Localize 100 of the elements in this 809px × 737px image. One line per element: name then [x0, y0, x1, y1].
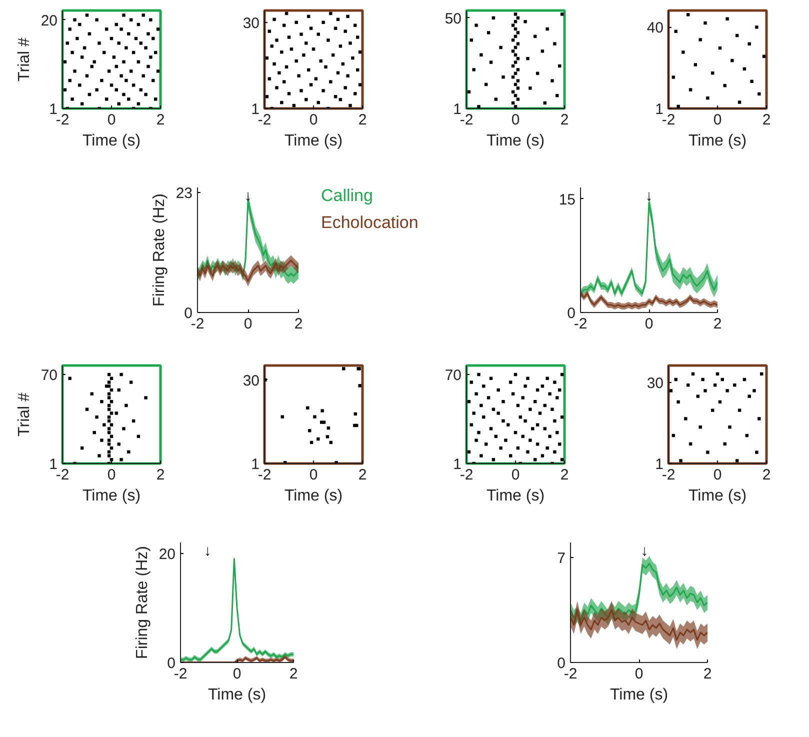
point [676, 400, 680, 404]
annotation: ↓ [640, 542, 648, 560]
x-tick-label: -2 [174, 666, 188, 682]
x-tick-label: -2 [662, 466, 676, 484]
point [107, 380, 111, 384]
point [477, 105, 480, 108]
x-tick-label: 2 [560, 112, 569, 128]
y-tick-label: 1 [655, 101, 664, 118]
point [550, 79, 554, 82]
point [694, 63, 698, 66]
point [122, 427, 126, 430]
point [107, 396, 111, 400]
point [524, 20, 527, 24]
x-tick-label: 0 [511, 112, 520, 128]
point [679, 459, 682, 462]
point [682, 50, 685, 54]
x-axis-title: Time (s) [486, 488, 545, 504]
line-series [198, 200, 298, 277]
x-tick-label: 0 [107, 466, 116, 484]
x-tick-label: 2 [713, 316, 722, 332]
y-tick-label: 23 [176, 185, 193, 202]
x-axis-title: Time (s) [284, 132, 343, 150]
point [102, 423, 106, 426]
point [704, 389, 707, 392]
x-tick-label: 0 [634, 666, 644, 682]
x-tick-label: 0 [107, 112, 116, 128]
line-series [570, 609, 708, 641]
annotation: ↓ [645, 188, 653, 204]
point [502, 75, 505, 79]
x-axis-title: Time (s) [208, 686, 266, 704]
point [110, 423, 114, 426]
y-axis-title: Trial # [16, 37, 33, 82]
point [326, 435, 330, 438]
point [489, 60, 493, 64]
point [730, 58, 734, 62]
y-tick-label: 30 [646, 374, 664, 392]
point [480, 53, 483, 56]
y-tick-label: 30 [242, 372, 260, 390]
point [706, 96, 710, 100]
y-tick-label: 1 [49, 101, 58, 118]
y-tick-label: 1 [251, 101, 260, 118]
x-tick-label: 2 [762, 112, 771, 128]
x-axis-title: Time (s) [284, 488, 343, 504]
point [516, 86, 520, 90]
y-tick-label: 0 [557, 655, 566, 672]
point [511, 50, 515, 53]
point [672, 76, 675, 79]
point [130, 380, 133, 384]
x-tick-label: 2 [294, 316, 303, 332]
point [107, 427, 111, 430]
point [358, 384, 362, 388]
point [706, 450, 710, 454]
point [516, 79, 520, 82]
point [704, 21, 707, 25]
text: Calling [321, 185, 374, 207]
point [322, 420, 326, 424]
point [107, 442, 111, 446]
point [738, 408, 742, 412]
x-tick-label: -2 [258, 112, 272, 128]
point [120, 458, 123, 462]
text: Echolocation [321, 212, 418, 234]
point [114, 412, 118, 415]
point [750, 80, 754, 83]
y-tick-label: 15 [558, 191, 576, 208]
point [117, 442, 120, 446]
point [107, 408, 111, 411]
point [494, 98, 498, 101]
x-tick-label: -2 [56, 466, 70, 484]
y-tick-label: 50 [444, 10, 462, 28]
point [516, 31, 520, 34]
point [107, 438, 111, 442]
x-tick-label: -2 [662, 112, 676, 128]
x-tick-label: -2 [56, 112, 70, 128]
y-axis-title: Firing Rate (Hz) [134, 546, 151, 659]
point [755, 450, 758, 454]
y-tick-label: 30 [242, 14, 260, 32]
point [728, 426, 732, 429]
x-tick-label: -2 [574, 316, 588, 332]
x-tick-label: 2 [703, 666, 712, 682]
x-tick-label: 0 [713, 112, 722, 128]
point [755, 26, 758, 29]
x-tick-label: 2 [358, 466, 367, 484]
line-series [198, 260, 298, 282]
point [316, 437, 320, 441]
point [320, 409, 324, 412]
x-tick-label: 2 [358, 112, 367, 128]
point [313, 415, 316, 418]
line-series [570, 562, 708, 622]
y-tick-label: 7 [557, 550, 566, 567]
annotation: ↓ [204, 542, 212, 560]
point [280, 415, 284, 418]
point [688, 88, 692, 92]
point [499, 46, 502, 50]
point [733, 384, 736, 387]
x-tick-label: -2 [190, 316, 204, 332]
point [698, 38, 702, 42]
point [110, 412, 114, 415]
point [516, 98, 520, 101]
y-axis-title: Trial # [16, 392, 33, 436]
x-tick-label: 2 [156, 112, 165, 128]
